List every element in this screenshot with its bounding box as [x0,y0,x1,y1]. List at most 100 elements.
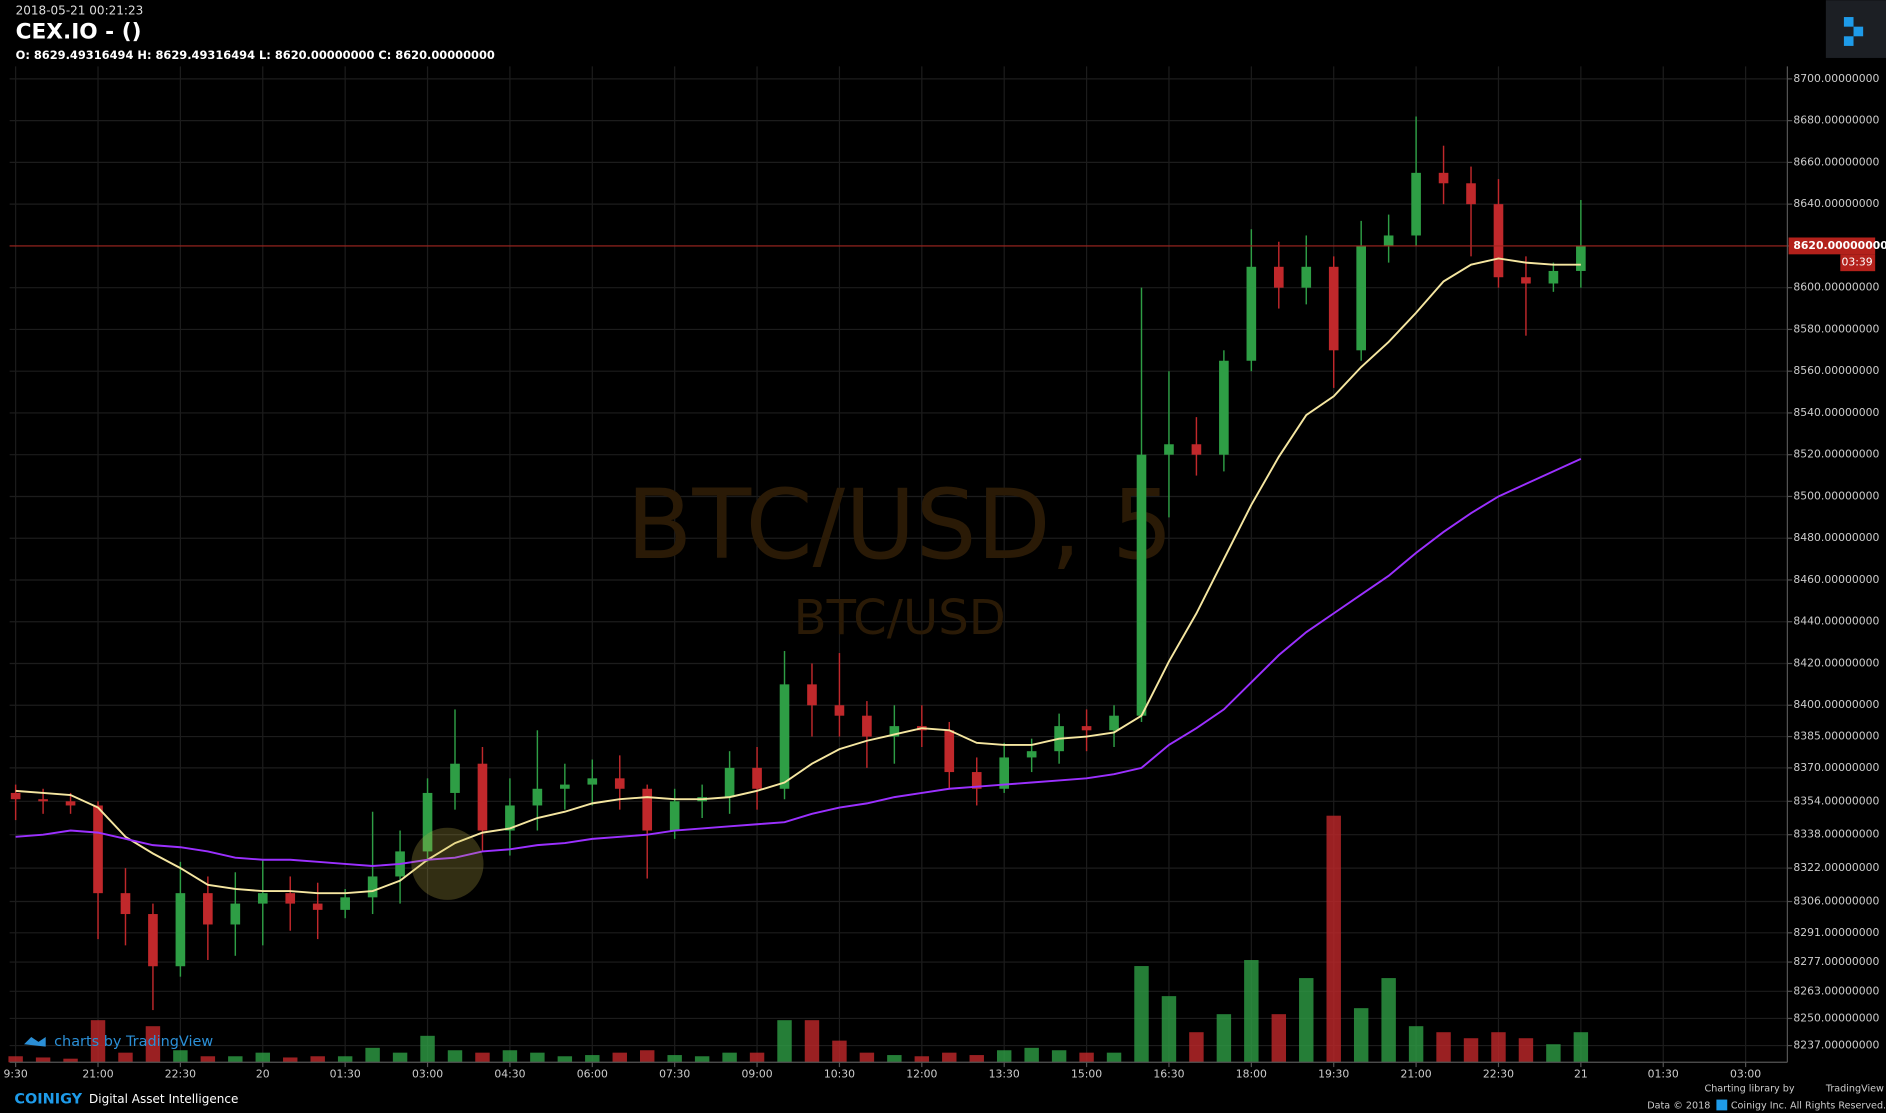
candle-body [642,788,653,831]
y-tick-label: 8263.00000000 [1793,984,1879,997]
volume-bar [35,1057,51,1063]
logo-block [1843,17,1854,27]
volume-bar [1024,1047,1039,1063]
volume-bar [1134,966,1149,1063]
candle-body [971,772,982,789]
y-tick-label: 8460.00000000 [1793,573,1879,586]
volume-bar [969,1055,984,1063]
candle-body [10,792,21,800]
candle-body [93,805,103,894]
volume-bar [173,1050,188,1063]
volume-bar [63,1058,78,1063]
x-tick-label: 12:00 [906,1067,937,1080]
candle-body [669,801,680,831]
tv-credit[interactable]: charts by TradingView [24,1034,213,1050]
volume-bar [310,1056,325,1063]
y-tick-label: 8277.00000000 [1793,955,1879,968]
volume-bar [1326,815,1341,1063]
volume-bar [283,1057,298,1063]
volume-bar [1546,1044,1561,1063]
rights: Coinigy Inc. All Rights Reserved. [1731,1101,1886,1112]
y-tick-label: 8322.00000000 [1793,861,1879,874]
volume-bar [1189,1032,1204,1063]
y-tick-label: 8700.00000000 [1793,72,1879,85]
highlight [411,827,484,900]
candle-body [587,778,598,785]
y-tick-label: 8580.00000000 [1793,322,1879,335]
volume-bar [1353,1008,1369,1063]
x-tick-label: 13:30 [989,1067,1020,1080]
volume-bar [337,1056,353,1063]
data-copyright: Data © 2018 [1647,1101,1710,1112]
footer-bar [0,1082,1886,1113]
candle-body [1383,235,1394,246]
moving-average [15,458,1582,867]
volume-bar [722,1052,737,1063]
footer-brand[interactable]: COINIGY [14,1092,82,1108]
last-price-box [1788,237,1876,255]
x-tick-label: 01:30 [330,1067,361,1080]
volume-bar [530,1052,545,1063]
countdown: 03:39 [1842,256,1873,269]
coinigy-icon [1716,1099,1728,1111]
moving-average [15,257,1581,895]
chart-title: CEX.IO - () [16,20,142,45]
x-tick-label: 16:30 [1153,1067,1184,1080]
candle-body [1081,726,1092,731]
volume-bar [1463,1038,1479,1063]
candle-body [560,784,570,789]
volume-bar [1381,978,1396,1063]
candle-body [1219,360,1229,455]
volume-bar [1244,960,1259,1063]
candle-body [505,805,515,831]
x-tick-label: 20 [256,1067,270,1080]
candle-body [889,726,900,737]
volume-bar [145,1026,161,1063]
candle-body [752,767,762,789]
candle-body [1136,454,1147,716]
volume-bar [1573,1032,1589,1063]
candle-body [1356,245,1366,351]
volume-bar [1491,1032,1506,1063]
last-price-label: 8620.00000000 [1793,239,1886,252]
volume-bar [1106,1052,1122,1063]
logo-block [1853,26,1864,37]
candle-body [120,893,131,915]
candle-body [148,914,158,967]
volume-bar [804,1020,820,1063]
y-tick-label: 8600.00000000 [1793,281,1879,294]
candle-body [340,897,350,910]
volume-bar [1161,996,1177,1063]
x-tick-label: 09:00 [741,1067,772,1080]
candle-body [312,903,323,910]
volume-bar [557,1056,573,1063]
volume-bar [640,1050,655,1063]
grid [9,66,1788,1063]
candle-body [1164,444,1174,455]
y-tick-label: 8291.00000000 [1793,926,1879,939]
candle-body [477,763,488,831]
tv-credit-text[interactable]: charts by TradingView [54,1034,213,1050]
volume-bar [942,1052,957,1063]
volume-bar [667,1055,682,1063]
charting-tv[interactable]: TradingView [1825,1084,1884,1095]
x-tick-label: 03:00 [412,1067,443,1080]
candle-body [1246,266,1257,361]
candle-body [1438,172,1449,184]
candle-body [1411,172,1421,236]
candle-body [1521,277,1531,284]
candle-body [367,876,378,898]
candle-body [944,730,955,773]
ohlc-readout: O: 8629.49316494 H: 8629.49316494 L: 862… [16,48,495,62]
logo-block [1843,36,1854,46]
volume-bar [8,1056,23,1063]
volume-bar [447,1050,463,1063]
watermark: BTC/USD, 5 [626,469,1173,581]
candle-body [1328,266,1339,351]
y-tick-label: 8370.00000000 [1793,761,1879,774]
volume-bar [1051,1050,1067,1063]
candle-body [1273,266,1284,288]
y-tick-label: 8480.00000000 [1793,531,1879,544]
